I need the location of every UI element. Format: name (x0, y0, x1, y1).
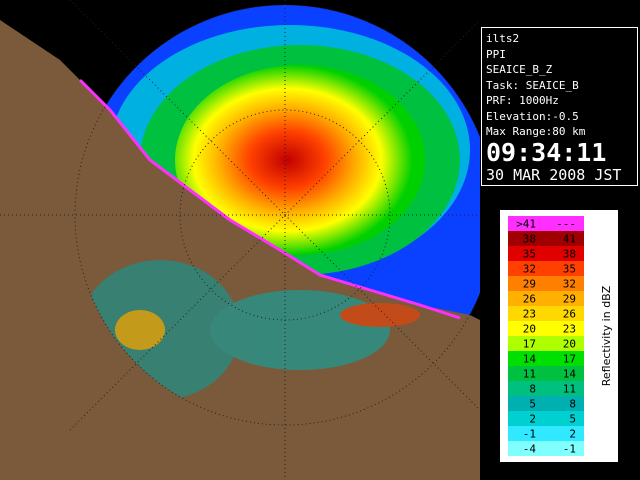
low-label: 5 (529, 398, 536, 411)
color-swatch (508, 231, 584, 246)
high-label: 20 (563, 338, 576, 351)
low-label: 2 (529, 413, 536, 426)
color-swatch (508, 261, 584, 276)
high-label: 26 (563, 308, 576, 321)
high-label: 35 (563, 263, 576, 276)
color-swatch (508, 351, 584, 366)
high-label: 8 (569, 398, 576, 411)
legend: >41 --- 38 41 35 38 32 35 29 32 26 29 23 26 20 23 17 20 14… (500, 210, 618, 462)
info-line: PPI (486, 47, 506, 61)
high-label: 38 (563, 248, 576, 261)
color-swatch (508, 306, 584, 321)
color-swatch (508, 366, 584, 381)
info-panel: ilts2 PPI SEAICE_B_Z Task: SEAICE_B PRF: 100… (481, 27, 638, 186)
color-swatch (508, 381, 584, 396)
low-label: 35 (523, 248, 536, 261)
low-label: -4 (523, 443, 537, 456)
high-label: --- (556, 218, 576, 231)
low-label: 23 (523, 308, 536, 321)
high-label: 29 (563, 293, 576, 306)
radar-map (0, 0, 480, 480)
high-label: 2 (569, 428, 576, 441)
low-label: >41 (516, 218, 536, 231)
color-swatch (508, 441, 584, 456)
color-swatch (508, 411, 584, 426)
low-label: 14 (523, 353, 537, 366)
info-line: Task: SEAICE_B (486, 78, 579, 92)
color-swatch (508, 246, 584, 261)
info-line: PRF: 1000Hz (486, 94, 559, 107)
date: 30 MAR 2008 JST (486, 165, 622, 184)
high-label: -1 (563, 443, 576, 456)
info-line: Max Range:80 km (486, 125, 586, 138)
range-rings (0, 0, 480, 480)
coast-echo (78, 78, 461, 320)
info-line: Elevation:-0.5 (486, 109, 579, 123)
high-label: 11 (563, 383, 576, 396)
high-label: 32 (563, 278, 576, 291)
low-label: 17 (523, 338, 536, 351)
high-label: 17 (563, 353, 576, 366)
low-label: 29 (523, 278, 536, 291)
color-swatch (508, 426, 584, 441)
high-label: 5 (569, 413, 576, 426)
high-label: 14 (563, 368, 577, 381)
time: 09:34:11 (486, 137, 607, 167)
land (0, 20, 480, 480)
legend-title: Reflectivity in dBZ (600, 285, 613, 386)
low-label: 8 (529, 383, 536, 396)
low-label: 38 (523, 233, 536, 246)
high-label: 23 (563, 323, 576, 336)
low-label: 32 (523, 263, 536, 276)
color-swatch (508, 216, 584, 231)
color-swatch (508, 336, 584, 351)
color-swatch (508, 276, 584, 291)
low-label: 11 (523, 368, 536, 381)
high-label: 41 (563, 233, 576, 246)
info-line: ilts2 (486, 32, 520, 45)
color-swatch (508, 291, 584, 306)
low-label: -1 (523, 428, 536, 441)
color-swatch (508, 396, 584, 411)
info-line: SEAICE_B_Z (486, 63, 553, 76)
color-swatch (508, 321, 584, 336)
low-label: 20 (523, 323, 536, 336)
low-label: 26 (523, 293, 536, 306)
